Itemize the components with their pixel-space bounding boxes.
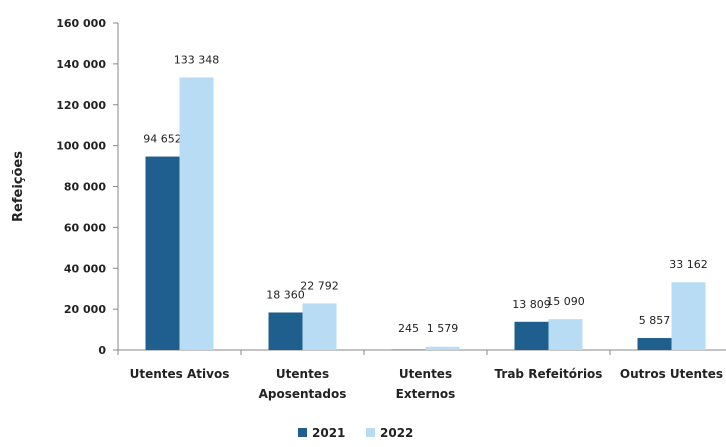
data-label: 22 792 [300,279,339,292]
data-label: 94 652 [143,133,182,146]
category-label: Externos [396,387,456,401]
y-axis-title: Refeições [11,151,26,222]
bar-2022 [425,346,460,350]
data-label: 1 579 [427,322,459,335]
bar-2021 [514,321,549,350]
y-tick-label: 60 000 [64,221,106,234]
legend-swatch-2021 [298,428,307,437]
category-label: Utentes [276,367,329,381]
data-label: 5 857 [639,314,671,327]
y-tick-label: 40 000 [64,262,106,275]
bar-2021 [145,156,180,350]
category-label: Outros Utentes [620,367,723,381]
data-label: 33 162 [669,258,708,271]
legend-label: 2022 [380,426,413,440]
bar-2021 [637,338,672,350]
y-tick-label: 140 000 [56,58,106,71]
data-label: 18 360 [266,288,305,301]
data-label: 13 809 [512,298,551,311]
bar-2022 [548,319,583,350]
category-label: Aposentados [259,387,347,401]
bar-2022 [179,77,214,350]
bar-2022 [671,282,706,350]
y-tick-label: 120 000 [56,99,106,112]
category-label: Utentes Ativos [130,367,230,381]
legend-swatch-2022 [366,428,375,437]
y-tick-label: 20 000 [64,303,106,316]
bar-2022 [302,303,337,350]
legend-label: 2021 [312,426,345,440]
legend: 2021 2022 [298,426,413,440]
bar-2021 [391,349,426,350]
data-label: 245 [398,322,419,335]
category-label: Utentes [399,367,452,381]
bar-2021 [268,312,303,350]
data-label: 133 348 [174,53,220,66]
data-label: 15 090 [546,295,585,308]
plot-area: 0 20 000 40 000 60 000 80 000 100 000 120 000 1… [11,17,726,401]
category-label: Trab Refeitórios [495,367,603,381]
y-tick-label: 160 000 [56,17,106,30]
y-tick-label: 80 000 [64,181,106,194]
y-tick-label: 100 000 [56,140,106,153]
y-tick-label: 0 [98,344,106,357]
